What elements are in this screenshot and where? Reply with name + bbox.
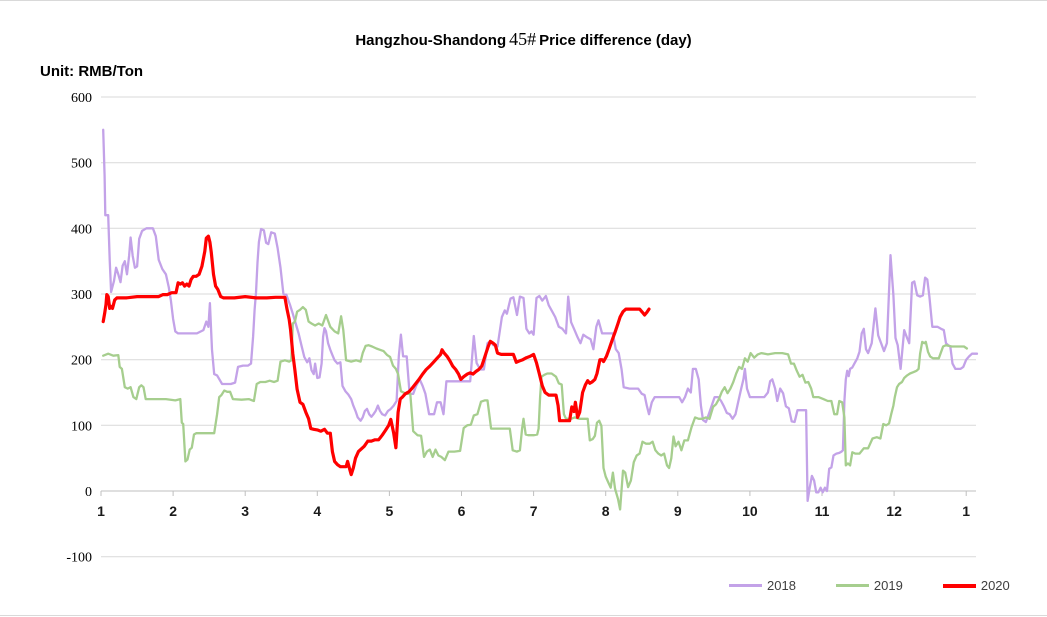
legend-label-2018: 2018: [767, 578, 796, 593]
chart-title-grade: 45#: [509, 29, 537, 49]
chart-title-suffix: Price difference (day): [539, 32, 692, 49]
y-axis-tick-label: 400: [71, 222, 92, 237]
x-axis-tick-label: 11: [815, 503, 830, 519]
legend-line-2019-icon: [835, 584, 869, 587]
chart-title: Hangzhou-Shandong 45# Price difference (da…: [0, 29, 1047, 50]
x-axis-tick-label: 3: [241, 503, 249, 519]
legend-label-2020: 2020: [980, 578, 1010, 593]
legend-line-2020-icon: [942, 583, 976, 588]
x-axis-tick-label: 12: [886, 503, 902, 519]
x-axis-tick-label: 1: [97, 503, 105, 519]
y-axis-tick-label: -100: [66, 551, 92, 566]
legend-item-2019: 2019: [835, 578, 903, 593]
x-axis-tick-label: 10: [742, 503, 758, 519]
x-axis-tick-label: 5: [386, 503, 394, 519]
y-axis-tick-label: 300: [71, 288, 92, 303]
chart-title-prefix: Hangzhou-Shandong: [355, 32, 507, 49]
x-axis-tick-label: 4: [313, 503, 321, 519]
legend-label-2019: 2019: [873, 578, 903, 593]
x-axis-tick-label: 2: [169, 503, 177, 519]
chart-legend: 2018 2019 2020: [729, 578, 1010, 593]
y-axis-tick-label: 0: [85, 485, 92, 500]
legend-item-2020: 2020: [942, 578, 1010, 593]
y-axis-tick-label: 500: [71, 157, 92, 172]
y-axis-tick-label: 600: [71, 91, 92, 106]
x-axis-tick-label: 1: [962, 503, 970, 519]
x-axis-tick-label: 8: [602, 503, 610, 519]
legend-line-2018-icon: [729, 584, 762, 587]
y-axis-tick-label: 100: [71, 419, 92, 434]
x-axis-tick-label: 6: [458, 503, 466, 519]
series-line-2020: [101, 234, 651, 477]
x-axis-tick-label: 7: [530, 503, 538, 519]
y-axis-tick-label: 200: [71, 354, 92, 369]
legend-item-2018: 2018: [729, 578, 796, 593]
unit-label: Unit: RMB/Ton: [40, 63, 144, 80]
x-axis-tick-label: 9: [674, 503, 682, 519]
series-line-2019: [102, 305, 969, 511]
